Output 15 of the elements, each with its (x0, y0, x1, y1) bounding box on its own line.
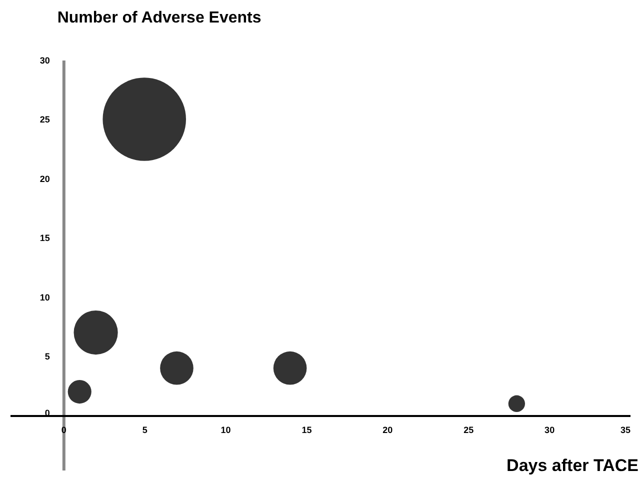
x-tick-label: 10 (220, 424, 231, 435)
x-tick-label: 15 (302, 424, 312, 435)
y-axis-title: Number of Adverse Events (57, 10, 262, 26)
y-tick-label: 20 (40, 174, 50, 184)
x-axis-title: Days after TACE (506, 456, 638, 475)
y-tick-label: 5 (44, 352, 50, 362)
x-tick-label: 35 (620, 424, 630, 435)
x-tick-label: 20 (382, 424, 393, 435)
y-tick-label: 25 (40, 114, 50, 125)
x-tick-label: 5 (142, 424, 148, 435)
y-tick-label: 10 (40, 292, 50, 302)
y-tick-label: 15 (40, 233, 50, 244)
x-tick-label: 30 (544, 424, 555, 435)
x-tick-label: 25 (464, 424, 474, 435)
y-tick-label: 30 (40, 56, 50, 66)
